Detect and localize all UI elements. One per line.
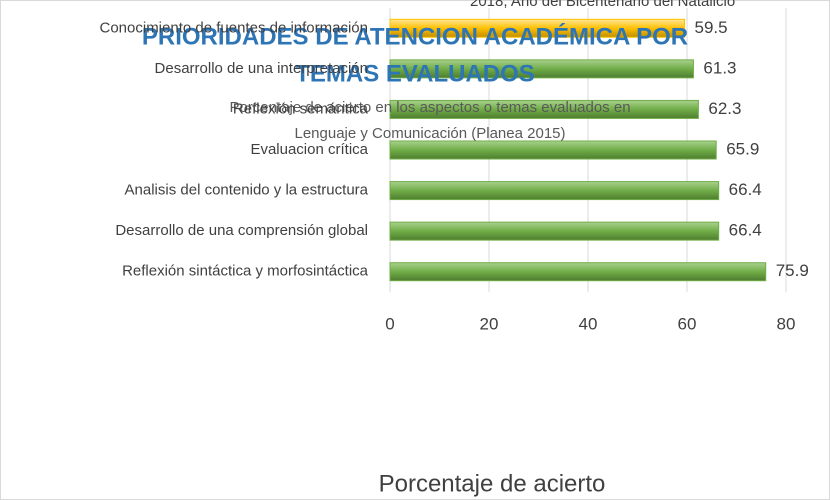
value-label: 66.4 xyxy=(729,180,762,199)
category-label: Analisis del contenido y la estructura xyxy=(125,182,369,199)
bar xyxy=(389,181,720,201)
x-tick-label: 40 xyxy=(579,314,598,333)
bar xyxy=(389,99,699,119)
chart-title: PRIORIDADES DE ATENCION ACADÉMICA POR xyxy=(142,22,688,50)
category-label: Reflexión semántica xyxy=(233,100,369,117)
x-tick-label: 80 xyxy=(777,314,796,333)
x-tick-label: 60 xyxy=(678,314,697,333)
bar xyxy=(389,18,686,38)
value-label: 75.9 xyxy=(776,261,809,280)
chart-subtitle: Porcentaje de acierto en los aspectos o … xyxy=(229,99,630,116)
category-label: Desarrollo de una interpretación xyxy=(155,60,368,77)
value-label: 65.9 xyxy=(726,139,759,158)
bar xyxy=(389,221,720,241)
value-label: 59.5 xyxy=(695,18,728,37)
category-label: Evaluacion crítica xyxy=(250,141,368,158)
bar xyxy=(389,59,694,79)
value-label: 62.3 xyxy=(708,99,741,118)
category-label: Desarrollo de una comprensión global xyxy=(115,222,368,239)
chart-title: TEMAS EVALUADOS xyxy=(295,60,535,87)
category-label: Reflexión sintáctica y morfosintáctica xyxy=(122,263,369,280)
chart-subtitle: Lenguaje y Comunicación (Planea 2015) xyxy=(294,125,565,142)
bar xyxy=(389,140,717,160)
x-tick-label: 0 xyxy=(385,314,394,333)
header: 2018, Año del Bicentenario del Natalicio xyxy=(470,0,735,10)
x-tick-label: 20 xyxy=(480,314,499,333)
value-label: 66.4 xyxy=(729,221,762,240)
value-label: 61.3 xyxy=(703,58,736,77)
x-axis-label: Porcentaje de acierto xyxy=(379,470,606,497)
bar xyxy=(389,262,767,282)
category-label: Conocimiento de fuentes de información xyxy=(100,19,369,36)
